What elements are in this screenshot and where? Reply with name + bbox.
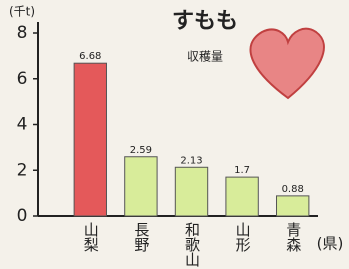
y-tick-label: 4 <box>17 115 28 135</box>
y-axis-label: (千t) <box>9 5 35 19</box>
chart-subtitle: 収穫量 <box>187 50 223 64</box>
bar <box>175 167 207 216</box>
y-tick-label: 6 <box>17 69 28 89</box>
heart-decoration <box>250 29 323 98</box>
y-tick-label: 8 <box>17 23 28 43</box>
bar <box>226 177 258 216</box>
bar <box>74 63 106 216</box>
bar <box>125 157 157 216</box>
x-tick-label: 山梨 <box>82 222 100 252</box>
y-tick-label: 2 <box>17 160 28 180</box>
x-tick-label: 和歌山 <box>183 222 201 267</box>
x-tick-label: 青森 <box>284 222 302 252</box>
chart-title: すもも <box>172 9 238 34</box>
value-label: 6.68 <box>79 51 101 62</box>
bar <box>277 196 309 216</box>
value-label: 0.88 <box>282 184 304 195</box>
x-tick-label: 山形 <box>234 222 252 252</box>
y-tick-label: 0 <box>17 206 28 226</box>
x-tick-label: 長野 <box>132 222 150 252</box>
value-label: 1.7 <box>234 165 250 176</box>
value-label: 2.59 <box>130 145 152 156</box>
chart: すもも 収穫量 (千t) (県) 0 2 4 6 8 6.68 山梨 2.59 長野 2.13 和歌… <box>0 0 349 269</box>
value-label: 2.13 <box>180 155 202 166</box>
x-axis-label: (県) <box>317 235 344 253</box>
